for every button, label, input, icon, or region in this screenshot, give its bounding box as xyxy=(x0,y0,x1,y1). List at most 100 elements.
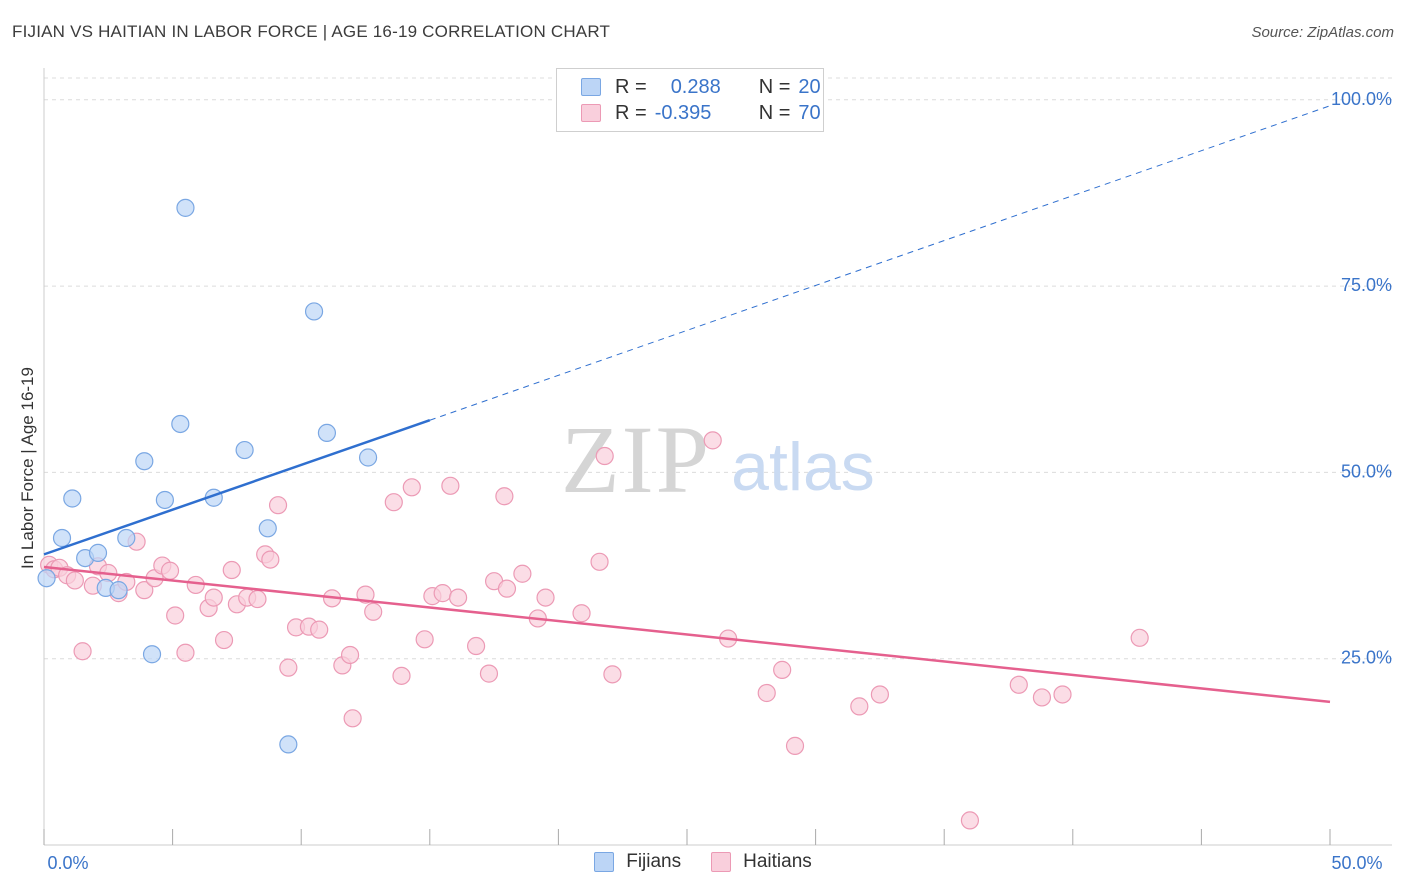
haitian-point xyxy=(479,664,499,683)
haitians-swatch xyxy=(581,104,601,122)
haitian-point xyxy=(343,709,362,728)
haitian-point xyxy=(415,630,434,649)
legend-swatch-fijians xyxy=(594,852,615,872)
haitian-point xyxy=(340,645,360,665)
fijian-point xyxy=(109,581,128,600)
haitian-point xyxy=(1032,688,1052,707)
haitian-point xyxy=(572,604,591,623)
haitian-point xyxy=(448,588,468,607)
haitian-point xyxy=(536,588,555,607)
haitian-point xyxy=(384,493,403,512)
haitian-point xyxy=(204,588,223,607)
haitian-point xyxy=(870,685,890,704)
fijian-point xyxy=(258,519,277,538)
series-legend: Fijians Haitians xyxy=(0,851,1406,873)
haitian-point xyxy=(186,575,205,595)
haitian-point xyxy=(364,602,383,621)
haitian-point xyxy=(497,579,517,598)
haitian-point xyxy=(595,446,614,466)
fijian-point xyxy=(317,423,337,443)
r-label: R = xyxy=(615,101,647,124)
fijian-point xyxy=(171,414,190,434)
watermark-zip: ZIP xyxy=(561,406,711,513)
haitian-point xyxy=(513,564,532,583)
legend-swatch-haitians xyxy=(711,852,732,872)
fijian-point xyxy=(279,735,298,754)
legend-item-haitians: Haitians xyxy=(711,851,812,873)
legend-row-haitians: R = -0.395 N = 70 xyxy=(581,101,821,125)
fijian-point xyxy=(304,302,324,321)
haitian-point xyxy=(1053,685,1072,704)
haitian-point xyxy=(160,561,180,580)
haitians-n-value: 70 xyxy=(798,101,821,124)
haitians-r-value: -0.395 xyxy=(654,101,712,124)
y-tick-label: 75.0% xyxy=(1341,275,1392,295)
watermark-atlas: atlas xyxy=(731,429,875,505)
haitian-point xyxy=(773,660,792,679)
fijians-swatch xyxy=(581,78,601,96)
haitian-point xyxy=(135,581,154,600)
haitian-point xyxy=(222,560,241,580)
fijians-series xyxy=(37,198,378,754)
y-axis-title: In Labor Force | Age 16-19 xyxy=(18,367,37,569)
fijian-point xyxy=(52,528,72,548)
haitian-point xyxy=(466,636,486,656)
haitian-point xyxy=(261,550,280,569)
fijian-point xyxy=(235,440,254,460)
fijians-r-value: 0.288 xyxy=(670,75,721,98)
haitian-point xyxy=(176,643,195,662)
y-tick-label: 25.0% xyxy=(1341,648,1392,668)
haitian-point xyxy=(850,697,869,716)
y-tick-label: 50.0% xyxy=(1341,461,1392,481)
fijian-point xyxy=(63,489,82,508)
legend-label-haitians: Haitians xyxy=(743,851,812,872)
fijian-point xyxy=(142,645,162,664)
haitian-point xyxy=(279,658,298,677)
n-label: N = xyxy=(758,75,791,98)
x-tick-label-min: 0.0% xyxy=(47,853,88,873)
y-tick-label: 100.0% xyxy=(1331,89,1392,109)
trend-lines xyxy=(43,105,1331,704)
haitian-point xyxy=(73,642,92,661)
fijian-point xyxy=(176,198,195,217)
n-label: N = xyxy=(758,101,791,124)
haitian-point xyxy=(960,811,980,830)
haitian-point xyxy=(166,606,185,625)
y-tick-labels: 25.0% 50.0% 75.0% 100.0% xyxy=(1331,89,1392,668)
chart-title: FIJIAN VS HAITIAN IN LABOR FORCE | AGE 1… xyxy=(12,22,611,41)
haitian-point xyxy=(433,584,452,603)
haitian-point xyxy=(248,589,267,609)
fijian-point xyxy=(358,448,378,467)
haitian-point xyxy=(214,630,234,650)
haitian-point xyxy=(392,666,411,685)
haitian-point xyxy=(757,683,776,703)
haitian-point xyxy=(268,496,288,515)
haitian-point xyxy=(1009,675,1028,694)
r-label: R = xyxy=(615,75,647,98)
haitian-point xyxy=(310,620,329,639)
haitian-point xyxy=(441,476,460,495)
haitian-point xyxy=(356,585,375,604)
fijian-point xyxy=(135,452,154,471)
fijian-point xyxy=(117,528,136,548)
legend-item-fijians: Fijians xyxy=(594,851,681,873)
legend-label-fijians: Fijians xyxy=(626,851,682,872)
stats-legend: R = 0.288 N = 20 R = -0.395 N = 70 xyxy=(556,68,824,132)
fijian-point xyxy=(88,543,108,562)
fijian-point xyxy=(155,490,174,510)
haitian-point xyxy=(65,571,84,590)
haitians-trend-line xyxy=(43,565,1331,704)
haitian-point xyxy=(785,736,805,755)
haitian-point xyxy=(590,552,609,571)
grid xyxy=(44,77,1392,660)
haitian-point xyxy=(495,487,514,506)
fijians-trend-extension xyxy=(429,105,1331,421)
haitian-point xyxy=(402,478,421,497)
fijian-point xyxy=(37,569,56,588)
haitian-point xyxy=(1130,628,1149,647)
haitian-point xyxy=(703,431,722,450)
haitian-point xyxy=(603,665,622,684)
source-label: Source: ZipAtlas.com xyxy=(1251,24,1394,41)
axes xyxy=(43,68,1392,846)
